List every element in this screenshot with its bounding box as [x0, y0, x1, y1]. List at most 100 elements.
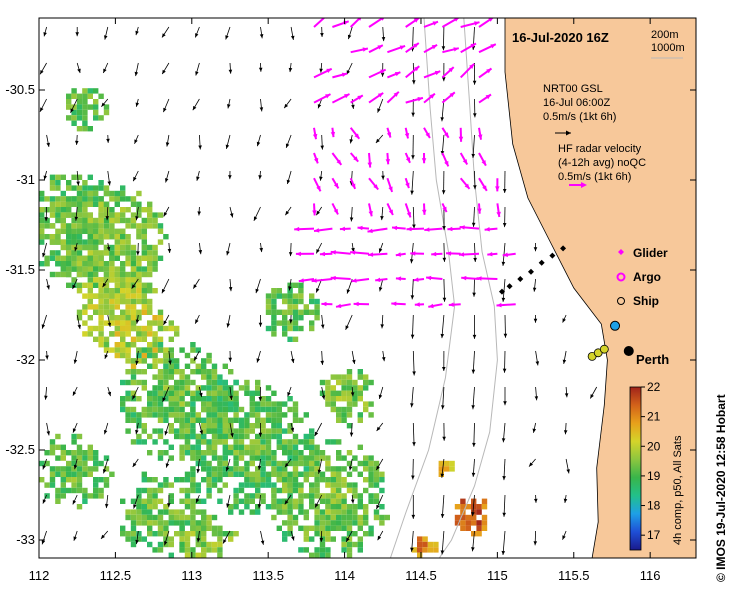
geostrophic-arrow: [533, 314, 538, 323]
sst-pixel: [120, 498, 126, 504]
geostrophic-arrow: [471, 134, 475, 159]
sst-pixel: [136, 190, 142, 197]
sst-pixel: [103, 104, 110, 110]
sst-pixel: [147, 390, 153, 396]
sst-pixel: [201, 433, 207, 440]
sst-pixel: [152, 244, 158, 251]
sst-pixel: [103, 223, 110, 229]
sst-pixel: [255, 493, 261, 499]
sst-pixel: [265, 298, 272, 305]
sst-pixel: [228, 509, 234, 515]
sst-pixel: [298, 498, 304, 504]
sst-pixel: [71, 277, 77, 283]
geostrophic-arrow: [42, 242, 47, 258]
sst-pixel: [244, 466, 250, 472]
sst-pixel: [136, 347, 142, 353]
sst-pixel: [341, 514, 347, 521]
sst-pixel: [66, 487, 72, 494]
sst-pixel: [217, 498, 223, 504]
hf-radar-arrow: [404, 152, 411, 164]
geostrophic-arrow: [562, 350, 567, 364]
sst-pixel: [341, 547, 347, 553]
sst-pixel: [71, 439, 77, 445]
hf-radar-arrow: [351, 278, 370, 283]
geostrophic-arrow: [472, 62, 477, 85]
sst-pixel: [244, 385, 250, 391]
sst-pixel: [276, 444, 282, 450]
sst-pixel: [330, 487, 336, 494]
hf-radar-title: HF radar velocity: [558, 143, 642, 155]
sst-pixel: [23, 223, 28, 228]
sst-pixel: [357, 525, 363, 531]
sst-pixel: [330, 514, 336, 521]
sst-pixel: [136, 207, 142, 213]
sst-pixel: [76, 444, 83, 450]
hf-radar-arrow: [349, 127, 361, 140]
hf-radar-arrow: [368, 18, 385, 28]
sst-pixel: [206, 541, 212, 548]
hf-radar-arrow: [386, 177, 394, 193]
sst-pixel: [271, 471, 277, 477]
geostrophic-arrow: [349, 206, 354, 222]
sst-pixel: [271, 293, 277, 299]
hf-radar-arrow: [353, 301, 370, 307]
sst-pixel: [303, 309, 309, 315]
sst-pixel: [114, 298, 120, 305]
sst-pixel: [190, 487, 196, 494]
sst-pixel: [325, 547, 331, 553]
sst-pixel: [76, 115, 83, 121]
sst-pixel: [325, 493, 331, 499]
sst-pixel: [303, 412, 309, 418]
sst-pixel: [292, 482, 299, 488]
sst-pixel: [125, 309, 131, 315]
geostrophic-arrow: [39, 98, 47, 112]
sst-pixel: [276, 498, 282, 504]
sst-pixel: [82, 455, 88, 461]
sst-pixel: [265, 460, 272, 467]
sst-pixel: [206, 466, 212, 472]
sst-pixel: [211, 477, 218, 483]
sst-pixel: [147, 401, 153, 407]
sst-pixel: [260, 406, 266, 413]
geostrophic-arrow: [100, 530, 109, 540]
sst-pixel: [228, 466, 234, 472]
sst-pixel: [93, 185, 99, 191]
sst-pixel: [292, 336, 299, 342]
geostrophic-arrow: [74, 206, 79, 221]
sst-pixel: [314, 504, 320, 510]
sst-pixel: [190, 444, 196, 450]
sst-pixel: [93, 266, 99, 272]
sst-pixel: [93, 250, 99, 256]
sst-pixel: [184, 450, 191, 456]
sst-pixel: [71, 450, 77, 456]
sst-pixel: [195, 390, 201, 396]
sst-pixel: [271, 331, 277, 337]
hf-radar-arrow: [368, 92, 384, 104]
geostrophic-arrow: [164, 530, 170, 546]
sst-pixel: [249, 477, 255, 483]
hf-radar-arrow: [431, 251, 443, 257]
sst-pixel: [346, 396, 353, 402]
geostrophic-arrow: [135, 26, 139, 36]
sst-pixel: [152, 363, 158, 369]
sst-pixel: [93, 217, 99, 224]
sst-pixel: [136, 293, 142, 299]
sst-pixel: [76, 487, 83, 494]
sst-pixel: [352, 385, 358, 391]
geostrophic-arrow: [134, 62, 139, 77]
sst-pixel: [168, 406, 174, 413]
sst-pixel: [309, 536, 315, 542]
y-tick-label: -30.5: [5, 82, 35, 97]
hf-radar-arrow: [441, 18, 460, 28]
sst-pixel: [179, 369, 185, 375]
sst-pixel: [222, 379, 228, 386]
sst-pixel: [109, 234, 115, 240]
sst-pixel: [93, 466, 99, 472]
geostrophic-arrow: [473, 98, 477, 118]
sst-pixel: [325, 531, 331, 537]
sst-pixel: [87, 298, 93, 305]
sst-pixel: [190, 450, 196, 456]
sst-pixel: [152, 336, 158, 342]
sst-pixel: [141, 423, 147, 429]
sst-pixel: [265, 406, 272, 413]
